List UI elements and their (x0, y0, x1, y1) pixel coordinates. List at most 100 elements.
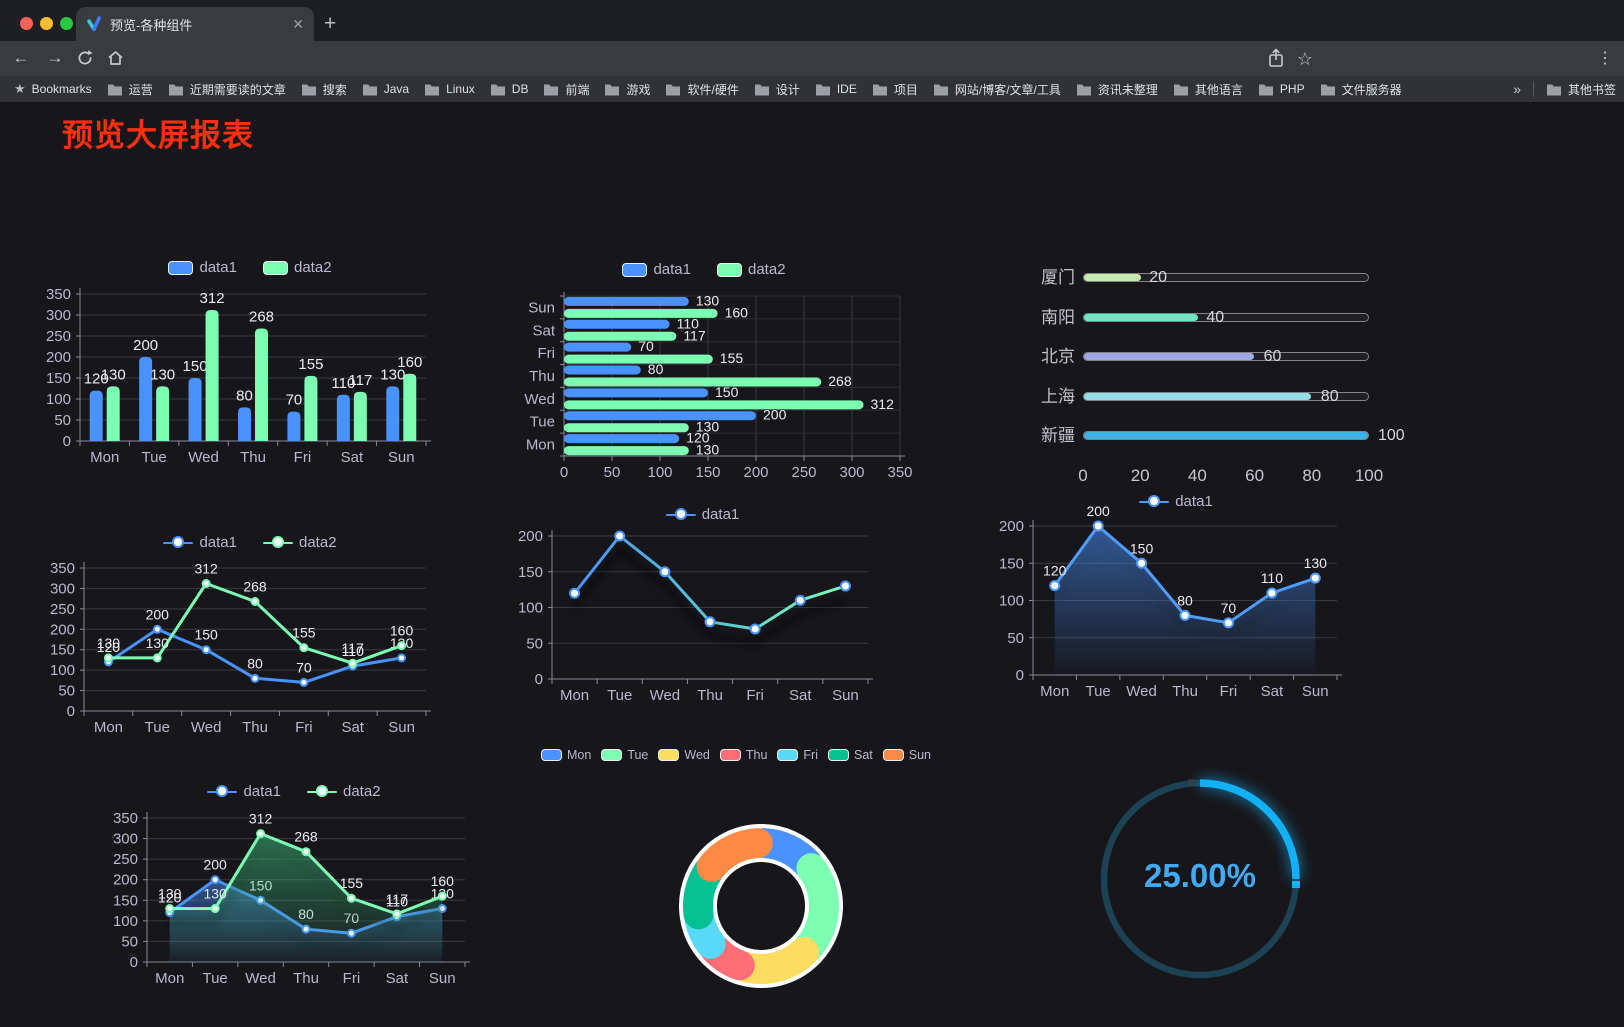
bookmark-item[interactable]: 文件服务器 (1320, 81, 1402, 98)
other-bookmarks[interactable]: 其他书签 (1546, 81, 1616, 98)
bookmark-item[interactable]: PHP (1258, 81, 1305, 98)
forward-button[interactable]: → (46, 48, 64, 67)
bookmark-label: 搜索 (322, 82, 347, 97)
svg-text:50: 50 (1007, 630, 1024, 647)
svg-text:350: 350 (887, 464, 912, 481)
svg-text:200: 200 (999, 518, 1024, 535)
bookmarks-manager[interactable]: ★ Bookmarks (14, 81, 92, 97)
svg-text:100: 100 (46, 391, 71, 408)
legend-swatch (658, 749, 680, 761)
bookmarks-overflow-chevron[interactable]: » (1513, 81, 1521, 97)
bookmark-star-button[interactable]: ☆ (1296, 49, 1314, 69)
bookmark-item[interactable]: 运营 (107, 81, 153, 98)
svg-text:350: 350 (46, 286, 71, 303)
svg-text:Mon: Mon (94, 719, 123, 736)
svg-text:Fri: Fri (295, 719, 313, 736)
back-button[interactable]: ← (12, 48, 30, 67)
capsule-track (1083, 312, 1369, 322)
x-axis-tick: 0 (1078, 466, 1088, 485)
legend-item-data1[interactable]: data1 (168, 259, 237, 276)
bookmark-item[interactable]: 游戏 (604, 81, 650, 98)
capsule-value: 40 (1206, 308, 1225, 326)
folder-icon (544, 84, 559, 95)
share-button[interactable] (1266, 47, 1286, 75)
window-titlebar: 预览-各种组件 ✕ + (0, 0, 1624, 41)
svg-text:Sun: Sun (528, 299, 555, 316)
bookmark-item[interactable]: DB (490, 81, 528, 98)
svg-text:160: 160 (397, 354, 422, 371)
chart-legend: data1 data2 (40, 534, 460, 551)
bookmark-item[interactable]: 网站/博客/文章/工具 (933, 81, 1061, 98)
bookmark-item[interactable]: 搜索 (301, 81, 347, 98)
legend-item-data2[interactable]: data2 (717, 261, 786, 278)
bookmark-item[interactable]: 近期需要读的文章 (168, 81, 286, 98)
bookmark-item[interactable]: 前端 (543, 81, 589, 98)
capsule-label: 北京 (1041, 347, 1075, 366)
legend-item-data1[interactable]: data1 (207, 783, 281, 800)
capsule-row-北京: 北京 60 (1000, 348, 1410, 366)
legend-item-Tue[interactable]: Tue (601, 748, 648, 762)
x-axis-tick: 20 (1130, 466, 1150, 485)
reload-button[interactable] (76, 49, 94, 72)
legend-item-Fri[interactable]: Fri (777, 748, 818, 762)
folder-icon (301, 84, 316, 95)
svg-text:Thu: Thu (1172, 683, 1198, 700)
bookmark-label: 近期需要读的文章 (189, 82, 286, 97)
bookmark-item[interactable]: 资讯未整理 (1076, 81, 1158, 98)
bookmark-item[interactable]: 软件/硬件 (665, 81, 739, 98)
bookmark-label: 设计 (775, 82, 800, 97)
legend-item-data1[interactable]: data1 (163, 534, 237, 551)
svg-text:200: 200 (50, 621, 75, 638)
svg-text:150: 150 (113, 892, 138, 909)
bookmark-item[interactable]: IDE (815, 81, 857, 98)
browser-menu-icon[interactable]: ⋮ (1597, 50, 1613, 67)
legend-item-data2[interactable]: data2 (307, 783, 381, 800)
window-minimize-button[interactable] (40, 17, 53, 30)
svg-text:150: 150 (46, 370, 71, 387)
legend-item-Thu[interactable]: Thu (719, 748, 768, 762)
legend-item-Sun[interactable]: Sun (882, 748, 931, 762)
folder-icon (362, 84, 377, 95)
svg-text:Sat: Sat (1261, 683, 1284, 700)
svg-text:Sat: Sat (341, 449, 364, 466)
svg-text:50: 50 (604, 464, 621, 481)
bookmark-item[interactable]: 其他语言 (1173, 81, 1243, 98)
legend-item-data2[interactable]: data2 (263, 534, 337, 551)
svg-text:Thu: Thu (529, 368, 555, 385)
legend-item-Mon[interactable]: Mon (540, 748, 591, 762)
legend-label: Thu (745, 748, 768, 762)
svg-text:50: 50 (58, 683, 75, 700)
browser-tab[interactable]: 预览-各种组件 ✕ (76, 7, 314, 41)
window-zoom-button[interactable] (60, 17, 73, 30)
home-button[interactable] (106, 49, 125, 72)
capsule-track (1083, 431, 1369, 440)
bookmark-item[interactable]: Java (362, 81, 409, 98)
bookmark-item[interactable]: 设计 (754, 81, 800, 98)
legend-item-data1[interactable]: data1 (1139, 493, 1213, 510)
svg-text:155: 155 (720, 350, 744, 366)
legend-item-Sat[interactable]: Sat (828, 748, 873, 762)
chart-legend: data1 data2 (500, 261, 908, 278)
svg-text:250: 250 (791, 464, 816, 481)
svg-text:130: 130 (696, 292, 720, 308)
capsule-bar (1084, 432, 1368, 439)
legend-item-data1[interactable]: data1 (622, 261, 691, 278)
svg-text:100: 100 (518, 600, 543, 617)
svg-text:130: 130 (203, 886, 227, 902)
chart-canvas: 0 50 100 150 200 250 300 350 Mon Tue Wed Thu Fri Sat S… (46, 286, 431, 466)
bookmark-label: 其他语言 (1194, 82, 1243, 97)
svg-text:100: 100 (999, 593, 1024, 610)
bookmark-item[interactable]: Linux (424, 81, 475, 98)
legend-item-data2[interactable]: data2 (263, 259, 332, 276)
bookmark-label: 前端 (565, 82, 590, 97)
tab-close-icon[interactable]: ✕ (292, 15, 304, 32)
svg-text:Mon: Mon (560, 687, 589, 704)
legend-item-Wed[interactable]: Wed (658, 748, 710, 762)
new-tab-button[interactable]: + (324, 12, 337, 35)
legend-item-data1[interactable]: data1 (665, 506, 739, 523)
window-close-button[interactable] (20, 17, 33, 30)
folder-icon (1173, 84, 1188, 95)
bookmark-item[interactable]: 项目 (872, 81, 918, 98)
capsule-row-上海: 上海 80 (1000, 387, 1410, 406)
